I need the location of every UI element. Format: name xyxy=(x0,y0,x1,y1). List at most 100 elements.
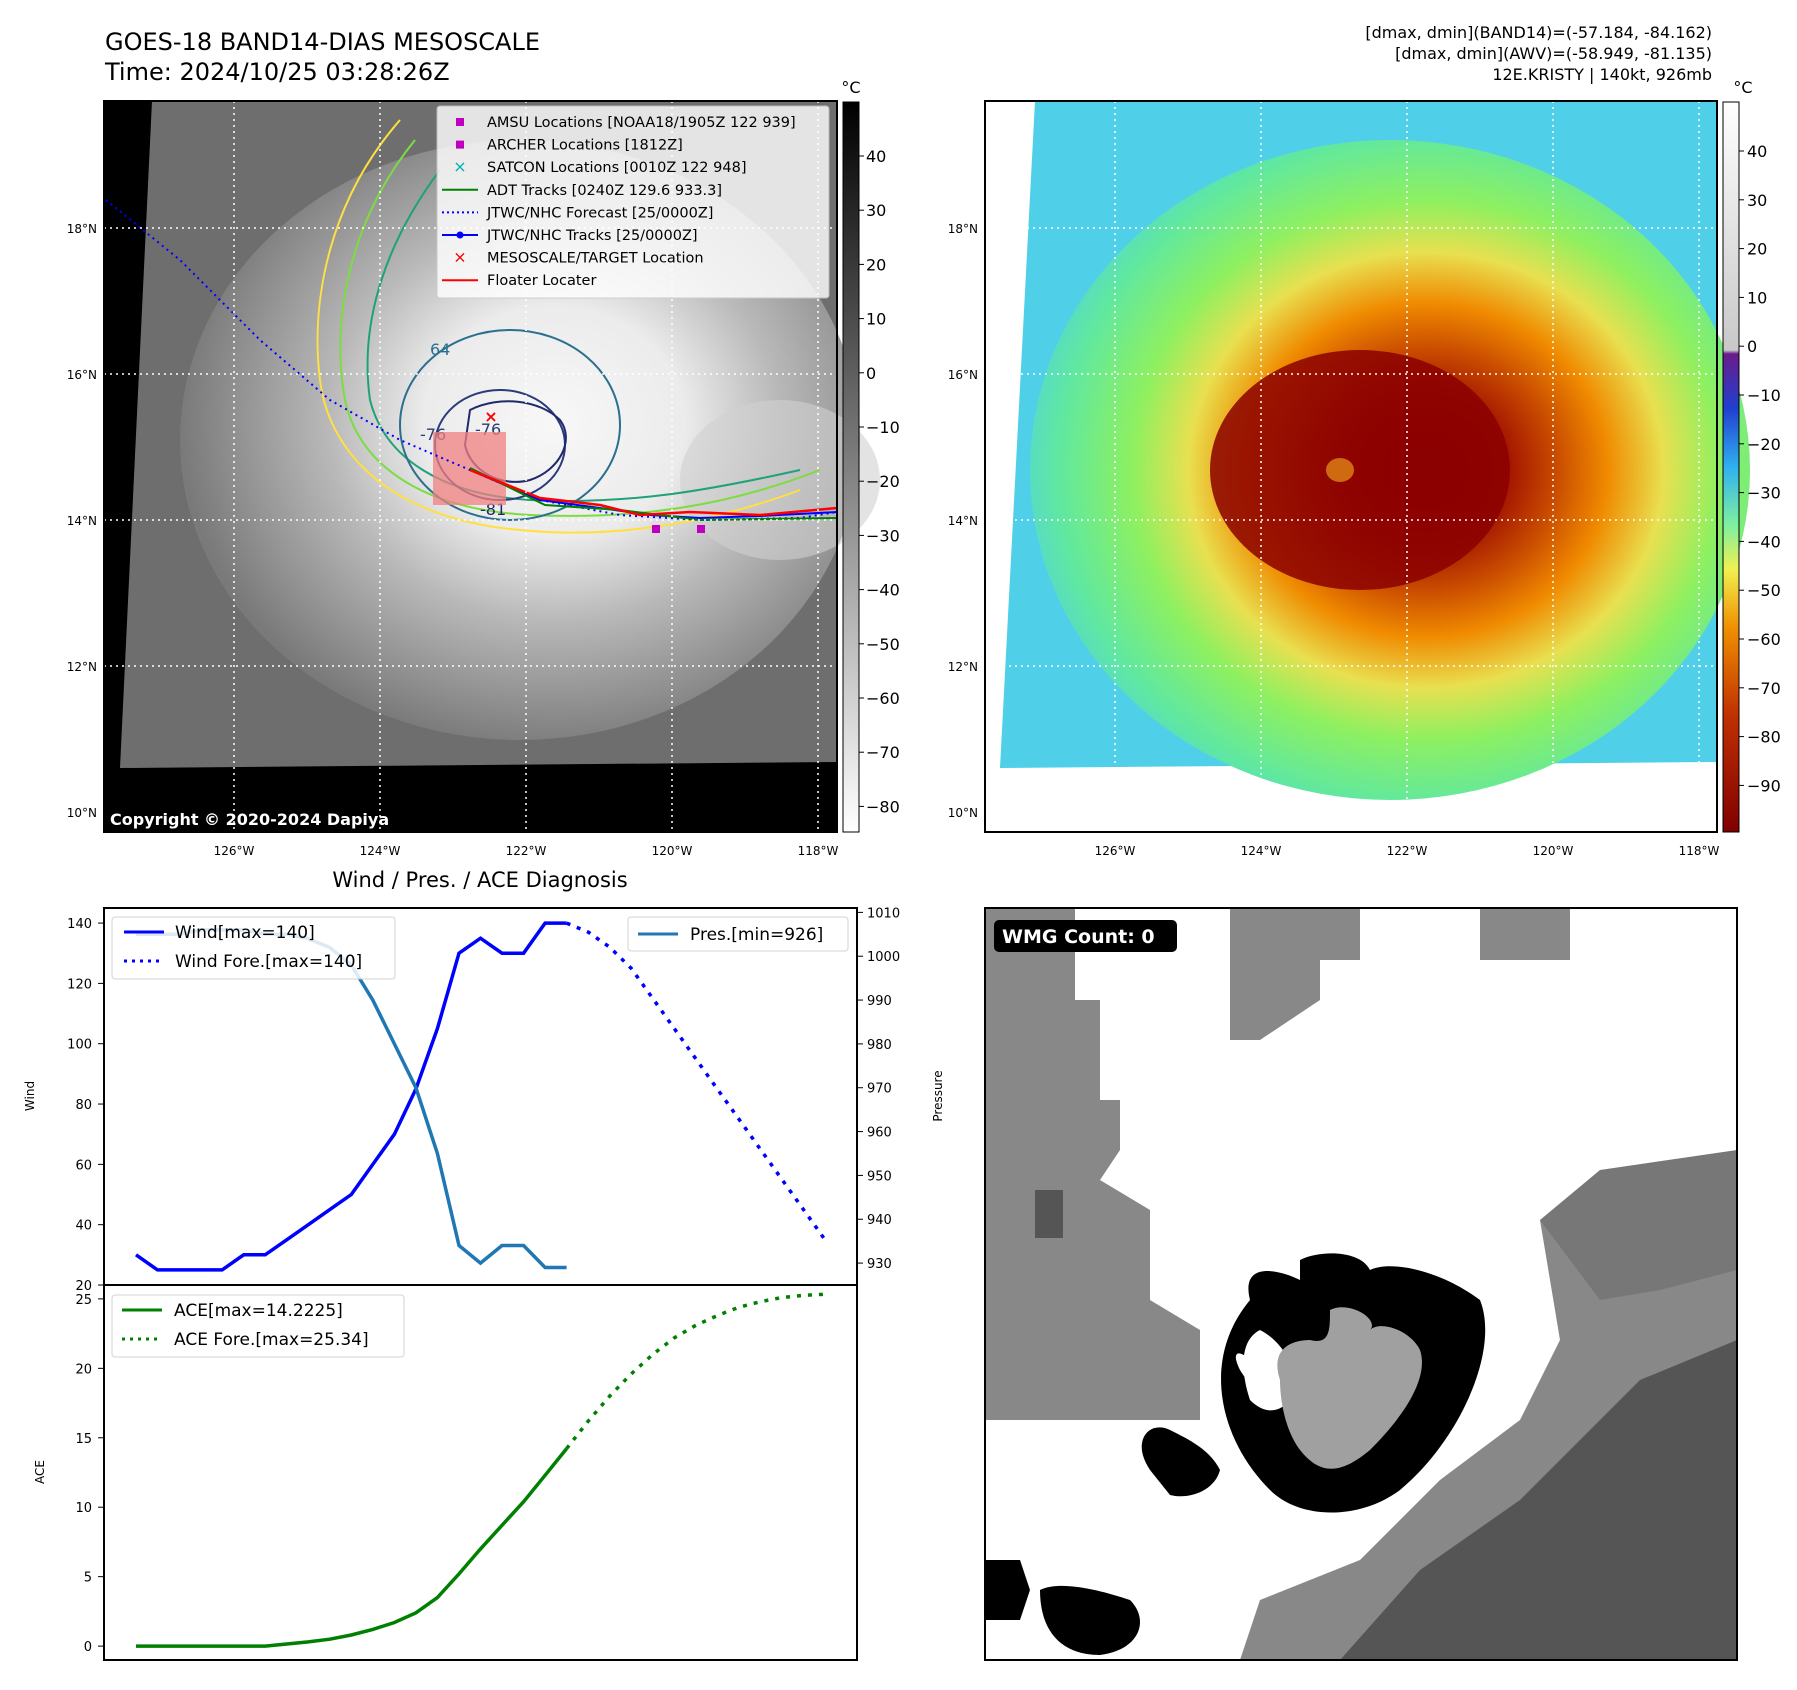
wmg-count-label: WMG Count: 0 xyxy=(1002,926,1155,948)
ir-lon-4: 118°W xyxy=(798,844,839,858)
ir-cb-tick-3: 10 xyxy=(866,310,886,329)
figure-title-line2: Time: 2024/10/25 03:28:26Z xyxy=(104,58,450,86)
awv-lat-4: 10°N xyxy=(948,806,978,820)
awv-cb-tick-8: −40 xyxy=(1747,532,1781,551)
stats-line3: 12E.KRISTY | 140kt, 926mb xyxy=(1492,65,1712,84)
wind-y-tick-0: 20 xyxy=(75,1279,92,1294)
map-legend-box xyxy=(436,105,830,299)
ir-cb-tick-1: 30 xyxy=(866,201,886,220)
ir-colorbar: °C 40 30 20 10 0 −10 −20 −30 −40 −50 −60 −70 −80 xyxy=(841,78,900,833)
ir-lat-labels: 18°N 16°N 14°N 12°N 10°N xyxy=(67,222,97,820)
ir-lat-3: 12°N xyxy=(67,660,97,674)
ace-legend: ACE[max=14.2225] ACE Fore.[max=25.34] xyxy=(111,1294,405,1358)
pressure-legend-box xyxy=(627,916,849,952)
diagnosis-title: Wind / Pres. / ACE Diagnosis xyxy=(332,868,627,892)
wind-axis-label: Wind xyxy=(23,1081,37,1111)
ir-lon-1: 124°W xyxy=(360,844,401,858)
ir-cb-tick-10: −60 xyxy=(866,689,900,708)
ace-chart-series-0 xyxy=(136,1447,568,1648)
awv-lon-0: 126°W xyxy=(1095,844,1136,858)
copyright-text: Copyright © 2020-2024 Dapiya xyxy=(110,810,389,829)
legend-label-1: ARCHER Locations [1812Z] xyxy=(487,138,683,154)
legend-marker-1 xyxy=(456,140,464,149)
pressure-axis-label: Pressure xyxy=(931,1070,945,1121)
wmg-black-blob-2 xyxy=(985,1560,1030,1620)
pres-y-tick-4: 970 xyxy=(867,1082,892,1097)
ir-cb-tick-9: −50 xyxy=(866,635,900,654)
amsu-marker xyxy=(652,525,660,533)
ir-cb-tick-12: −80 xyxy=(866,797,900,816)
ir-colorbar-unit: °C xyxy=(841,78,860,97)
ace-y-tick-5: 25 xyxy=(75,1293,92,1308)
map-legend: AMSU Locations [NOAA18/1905Z 122 939] ARC… xyxy=(436,105,830,299)
awv-cb-tick-4: 0 xyxy=(1747,337,1757,356)
ace-axis-label: ACE xyxy=(33,1460,47,1484)
ir-cb-tick-11: −70 xyxy=(866,743,900,762)
wind-chart-series-0 xyxy=(134,921,567,1272)
pres-y-tick-2: 950 xyxy=(867,1169,892,1184)
legend-marker-6: × xyxy=(453,248,466,267)
ace-y-tick-1: 5 xyxy=(84,1571,92,1586)
ace-y-tick-2: 10 xyxy=(75,1501,92,1516)
wmg-gray-top xyxy=(1230,908,1360,1040)
awv-lat-labels: 18°N 16°N 14°N 12°N 10°N xyxy=(948,222,978,820)
legend-label-6: MESOSCALE/TARGET Location xyxy=(487,251,704,267)
ir-cb-tick-4: 0 xyxy=(866,364,876,383)
legend-marker-dot-5 xyxy=(456,231,464,239)
stats-line1: [dmax, dmin](BAND14)=(-57.184, -84.162) xyxy=(1365,23,1712,42)
wind-y-tick-5: 120 xyxy=(67,977,92,992)
ace-y-tick-3: 15 xyxy=(75,1432,92,1447)
awv-lon-2: 122°W xyxy=(1387,844,1428,858)
wmg-frame xyxy=(984,907,1738,1661)
wmg-dark-band xyxy=(1340,1340,1737,1660)
contour-yellow xyxy=(316,119,801,534)
awv-cb-tick-2: 20 xyxy=(1747,240,1767,259)
ace-chart-series-1 xyxy=(565,1292,826,1450)
awv-cb-tick-11: −70 xyxy=(1747,679,1781,698)
legend-label-7: Floater Locater xyxy=(487,273,596,289)
legend-marker-2: × xyxy=(453,157,466,176)
awv-lat-2: 14°N xyxy=(948,514,978,528)
awv-lon-4: 118°W xyxy=(1679,844,1720,858)
ir-lat-1: 16°N xyxy=(67,368,97,382)
wmg-black-blob-1 xyxy=(1141,1427,1220,1497)
awv-cb-tick-1: 30 xyxy=(1747,191,1767,210)
mesoscale-target-marker: × xyxy=(484,407,497,426)
ir-cb-tick-7: −30 xyxy=(866,526,900,545)
ace-legend-box xyxy=(111,1294,405,1358)
mesoscale-target-box xyxy=(433,432,506,505)
pres-y-tick-6: 990 xyxy=(867,994,892,1009)
pres-y-tick-5: 980 xyxy=(867,1038,892,1053)
wmg-panel: WMG Count: 0 xyxy=(984,907,1738,1661)
pres-y-tick-3: 960 xyxy=(867,1126,892,1141)
awv-map-panel xyxy=(984,100,1750,833)
figure-title-line1: GOES-18 BAND14-DIAS MESOSCALE xyxy=(105,28,540,56)
ir-cb-tick-2: 20 xyxy=(866,255,886,274)
wmg-eye-gray xyxy=(1277,1307,1422,1469)
pres-y-tick-1: 940 xyxy=(867,1213,892,1228)
wind-pressure-chart: 20 40 60 80 100 120 140 930 940 950 960 970 980 990 1… xyxy=(23,906,945,1294)
awv-gridlines xyxy=(985,101,1717,832)
ace-legend-label: ACE[max=14.2225] xyxy=(174,1301,343,1321)
awv-cb-tick-7: −30 xyxy=(1747,484,1781,503)
awv-cb-tick-3: 10 xyxy=(1747,288,1767,307)
ir-lon-3: 120°W xyxy=(652,844,693,858)
awv-lat-3: 12°N xyxy=(948,660,978,674)
wmg-dark-patch xyxy=(1035,1190,1063,1238)
legend-label-4: JTWC/NHC Forecast [25/0000Z] xyxy=(486,205,713,221)
awv-lon-1: 124°W xyxy=(1241,844,1282,858)
ir-lat-2: 14°N xyxy=(67,514,97,528)
pres-y-tick-0: 930 xyxy=(867,1257,892,1272)
ir-lon-0: 126°W xyxy=(214,844,255,858)
awv-cb-tick-13: −90 xyxy=(1747,776,1781,795)
ir-lon-2: 122°W xyxy=(506,844,547,858)
floater-locater-track xyxy=(469,468,838,517)
ir-cb-tick-5: −10 xyxy=(866,418,900,437)
awv-eye xyxy=(1326,458,1354,482)
pres-y-tick-8: 1010 xyxy=(867,906,900,921)
awv-colorbar-unit: °C xyxy=(1733,78,1752,97)
awv-cb-tick-10: −60 xyxy=(1747,630,1781,649)
wmg-ring-gap-2 xyxy=(1235,1353,1256,1384)
awv-cb-tick-9: −50 xyxy=(1747,581,1781,600)
